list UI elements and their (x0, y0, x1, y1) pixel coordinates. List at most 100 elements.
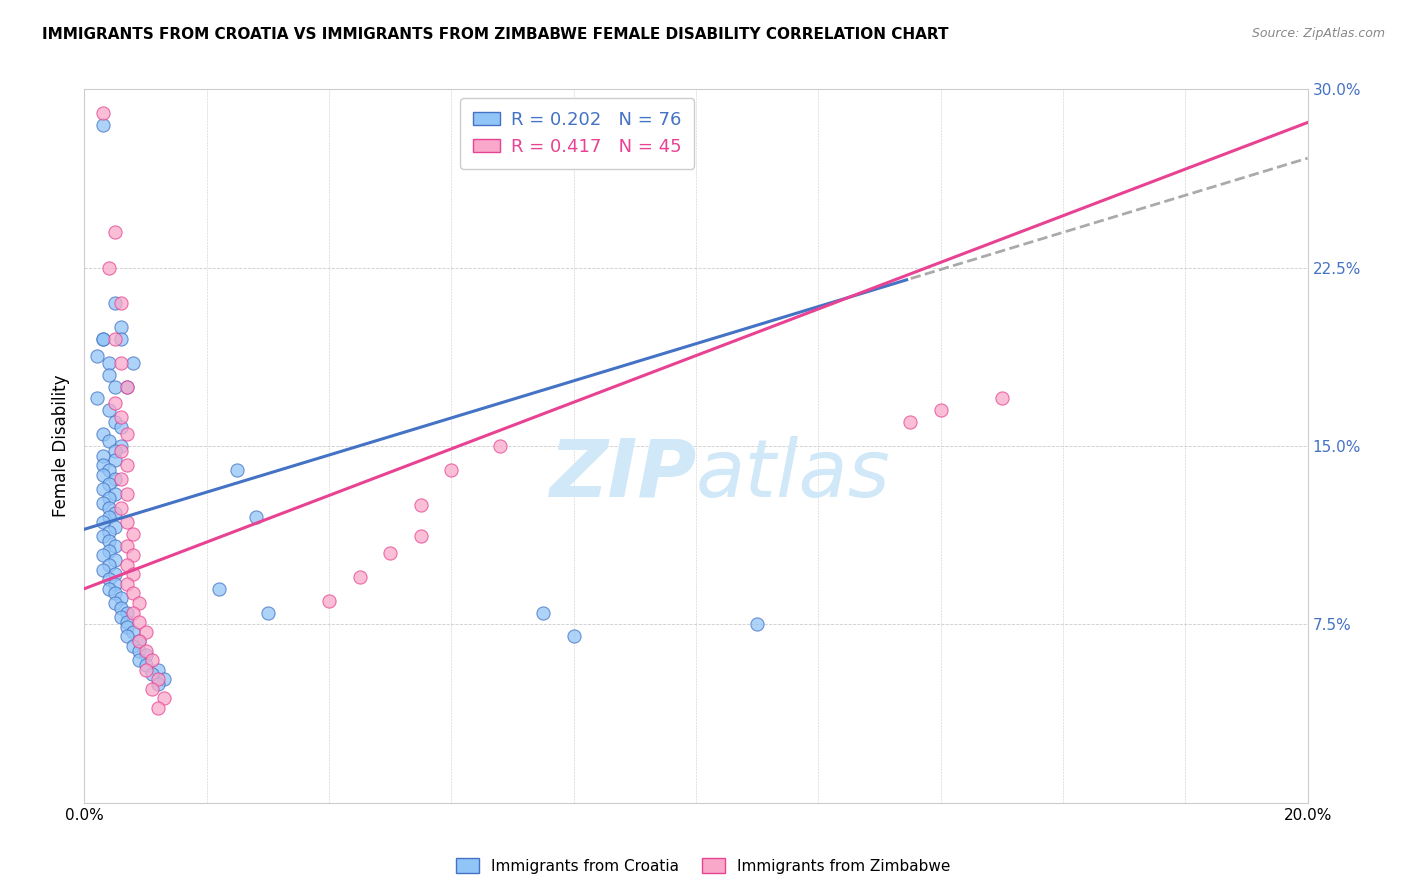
Point (110, 610, 132, 624)
Point (153, 691, 176, 706)
Point (141, 653, 163, 667)
Point (146, 677, 169, 691)
Point (104, 443, 127, 458)
Point (110, 410, 132, 425)
Y-axis label: Female Disability: Female Disability (52, 375, 70, 517)
Point (97, 582, 120, 596)
Point (122, 606, 145, 620)
Point (91, 482, 114, 496)
Point (128, 643, 150, 657)
Point (110, 439, 132, 453)
Point (104, 379, 127, 393)
Point (128, 634, 150, 648)
Point (97, 260, 120, 275)
Point (929, 403, 952, 417)
Point (115, 379, 138, 393)
Point (128, 615, 150, 629)
Point (91, 467, 114, 482)
Point (91, 496, 114, 510)
Legend: R = 0.202   N = 76, R = 0.417   N = 45: R = 0.202 N = 76, R = 0.417 N = 45 (460, 98, 695, 169)
Point (97, 543, 120, 558)
Point (110, 332, 132, 346)
Point (91, 118, 114, 132)
Point (104, 520, 127, 534)
Point (562, 629, 585, 643)
Point (97, 477, 120, 491)
Point (104, 415, 127, 429)
Point (257, 606, 280, 620)
Point (110, 320, 132, 334)
Point (115, 427, 138, 442)
Point (122, 586, 145, 600)
Point (97, 558, 120, 572)
Point (115, 558, 138, 572)
Point (104, 396, 127, 410)
Point (245, 510, 267, 524)
Point (115, 606, 138, 620)
Point (97, 491, 120, 506)
Point (110, 472, 132, 486)
Point (141, 681, 163, 696)
Point (115, 486, 138, 500)
Point (104, 506, 127, 520)
Point (97, 356, 120, 370)
Point (91, 332, 114, 346)
Point (97, 534, 120, 549)
Point (135, 663, 157, 677)
Point (91, 529, 114, 543)
Point (898, 415, 921, 429)
Point (97, 524, 120, 539)
Point (115, 577, 138, 591)
Point (86, 349, 108, 363)
Point (91, 106, 114, 120)
Text: IMMIGRANTS FROM CROATIA VS IMMIGRANTS FROM ZIMBABWE FEMALE DISABILITY CORRELATIO: IMMIGRANTS FROM CROATIA VS IMMIGRANTS FR… (42, 27, 949, 42)
Point (110, 420, 132, 434)
Point (146, 672, 169, 686)
Point (380, 546, 402, 560)
Point (104, 596, 127, 610)
Point (122, 527, 145, 541)
Point (135, 643, 157, 657)
Point (128, 653, 150, 667)
Point (104, 586, 127, 600)
Point (409, 529, 432, 543)
Point (122, 624, 145, 639)
Point (110, 296, 132, 310)
Point (104, 225, 127, 239)
Point (97, 368, 120, 382)
Point (97, 510, 120, 524)
Point (91, 549, 114, 563)
Point (115, 615, 138, 629)
Point (91, 449, 114, 463)
Point (115, 629, 138, 643)
Point (991, 392, 1014, 406)
Point (153, 672, 176, 686)
Point (122, 567, 145, 582)
Point (86, 392, 108, 406)
Point (110, 500, 132, 515)
Point (104, 296, 127, 310)
Point (104, 577, 127, 591)
Point (104, 539, 127, 553)
Point (135, 648, 157, 663)
Point (91, 458, 114, 472)
Point (115, 458, 138, 472)
Point (122, 549, 145, 563)
Point (97, 500, 120, 515)
Point (104, 453, 127, 467)
Point (146, 700, 169, 714)
Point (135, 657, 157, 672)
Point (91, 515, 114, 529)
Point (318, 593, 340, 607)
Point (747, 617, 769, 632)
Point (115, 539, 138, 553)
Point (115, 379, 138, 393)
Point (97, 463, 120, 477)
Point (104, 486, 127, 500)
Point (91, 427, 114, 442)
Point (115, 515, 138, 529)
Text: atlas: atlas (696, 435, 891, 514)
Point (146, 663, 169, 677)
Point (110, 356, 132, 370)
Point (141, 667, 163, 681)
